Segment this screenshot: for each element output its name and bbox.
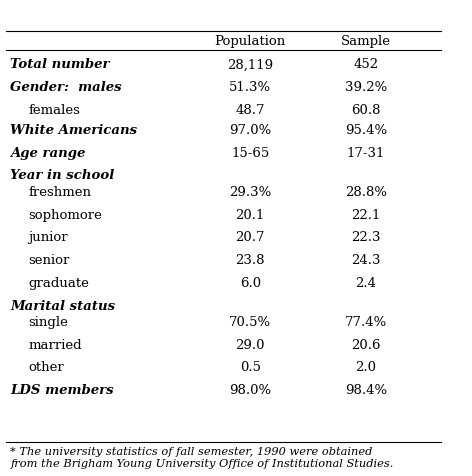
Text: Sample: Sample	[341, 35, 391, 48]
Text: 95.4%: 95.4%	[345, 124, 387, 137]
Text: Total number: Total number	[10, 58, 110, 71]
Text: 39.2%: 39.2%	[345, 81, 387, 94]
Text: Marital status: Marital status	[10, 299, 115, 312]
Text: 28,119: 28,119	[227, 58, 273, 71]
Text: LDS members: LDS members	[10, 384, 114, 397]
Text: 97.0%: 97.0%	[229, 124, 271, 137]
Text: 0.5: 0.5	[240, 361, 261, 374]
Text: Year in school: Year in school	[10, 169, 115, 182]
Text: females: females	[28, 104, 80, 117]
Text: 15-65: 15-65	[231, 146, 270, 159]
Text: 29.0: 29.0	[236, 338, 265, 351]
Text: freshmen: freshmen	[28, 185, 91, 198]
Text: * The university statistics of fall semester, 1990 were obtained
from the Brigha: * The university statistics of fall seme…	[10, 446, 394, 468]
Text: Population: Population	[215, 35, 286, 48]
Text: 17-31: 17-31	[346, 146, 385, 159]
Text: senior: senior	[28, 254, 69, 267]
Text: 28.8%: 28.8%	[345, 185, 387, 198]
Text: 77.4%: 77.4%	[345, 315, 387, 328]
Text: married: married	[28, 338, 82, 351]
Text: 6.0: 6.0	[240, 276, 261, 289]
Text: 23.8: 23.8	[236, 254, 265, 267]
Text: 22.3: 22.3	[351, 231, 380, 244]
Text: Gender:  males: Gender: males	[10, 81, 122, 94]
Text: other: other	[28, 361, 64, 374]
Text: 20.6: 20.6	[351, 338, 380, 351]
Text: single: single	[28, 315, 68, 328]
Text: graduate: graduate	[28, 276, 89, 289]
Text: 20.7: 20.7	[236, 231, 265, 244]
Text: sophomore: sophomore	[28, 208, 102, 221]
Text: 98.4%: 98.4%	[345, 384, 387, 397]
Text: 98.0%: 98.0%	[229, 384, 271, 397]
Text: 48.7: 48.7	[236, 104, 265, 117]
Text: 2.4: 2.4	[355, 276, 376, 289]
Text: 452: 452	[353, 58, 378, 71]
Text: 60.8: 60.8	[351, 104, 380, 117]
Text: 24.3: 24.3	[351, 254, 380, 267]
Text: 2.0: 2.0	[355, 361, 376, 374]
Text: 29.3%: 29.3%	[229, 185, 271, 198]
Text: Age range: Age range	[10, 146, 85, 159]
Text: 70.5%: 70.5%	[229, 315, 271, 328]
Text: junior: junior	[28, 231, 67, 244]
Text: White Americans: White Americans	[10, 124, 137, 137]
Text: 51.3%: 51.3%	[229, 81, 271, 94]
Text: 22.1: 22.1	[351, 208, 380, 221]
Text: 20.1: 20.1	[236, 208, 265, 221]
